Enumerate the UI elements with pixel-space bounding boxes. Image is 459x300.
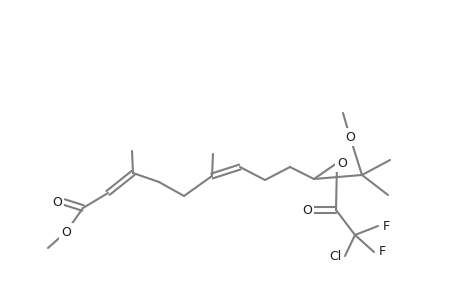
Text: O: O [52, 196, 62, 208]
Text: O: O [336, 157, 346, 169]
Text: O: O [61, 226, 71, 238]
Text: O: O [302, 203, 311, 217]
Text: O: O [344, 130, 354, 143]
Text: Cl: Cl [328, 250, 341, 262]
Text: F: F [381, 220, 389, 232]
Text: F: F [378, 245, 385, 259]
